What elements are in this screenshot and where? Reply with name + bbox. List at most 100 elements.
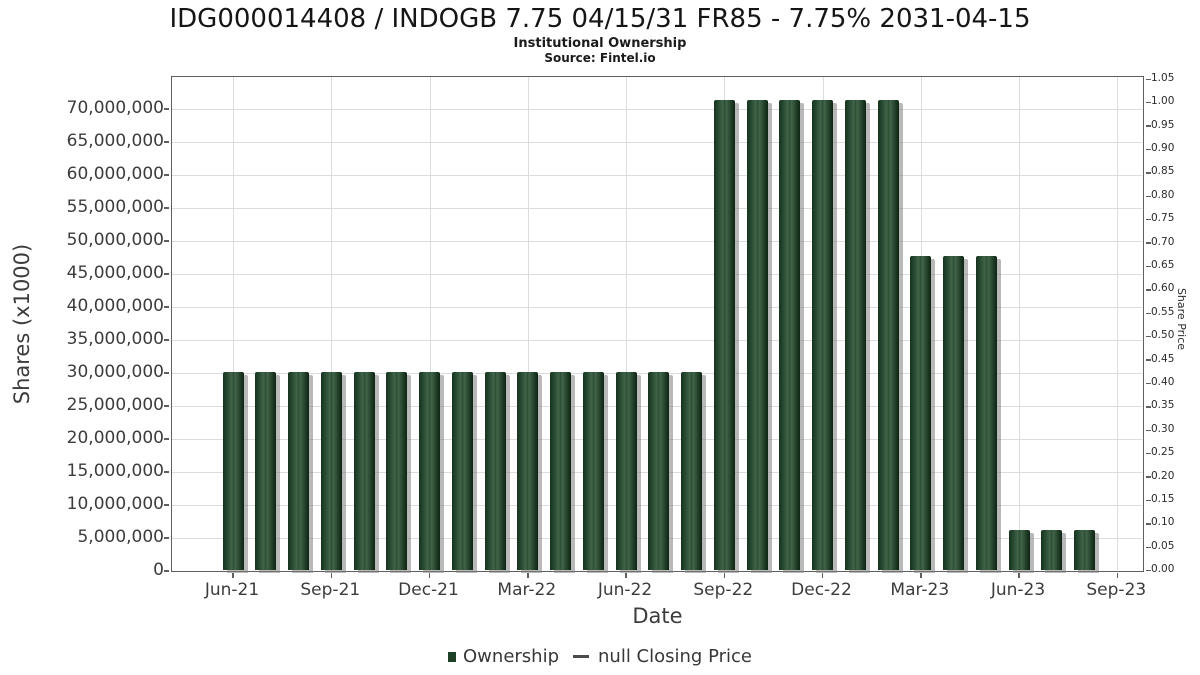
ownership-bar	[451, 372, 473, 570]
y-right-tick-label: 0.05	[1151, 539, 1175, 552]
ownership-bar	[877, 100, 899, 570]
y-left-tick	[164, 207, 169, 209]
y-right-tick	[1146, 406, 1151, 408]
h-gridline	[172, 340, 1142, 341]
y-right-tick-label: 0.75	[1151, 212, 1175, 225]
ownership-legend-label: Ownership	[463, 646, 560, 667]
x-tick-label: Mar-23	[890, 580, 950, 600]
ownership-bar	[582, 372, 604, 570]
ownership-bar	[910, 255, 932, 570]
v-gridline	[1117, 77, 1119, 570]
x-tick	[821, 572, 824, 578]
y-left-tick	[164, 141, 169, 143]
y-left-tick	[164, 306, 169, 308]
y-right-tick-label: 0.80	[1151, 188, 1175, 201]
ownership-legend-swatch-icon	[448, 651, 457, 662]
ownership-bar	[812, 100, 833, 570]
ownership-bar	[288, 372, 309, 570]
y-right-tick-label: 0.25	[1151, 446, 1175, 459]
y-left-tick	[164, 570, 169, 572]
y-right-tick	[1146, 499, 1151, 502]
y-right-tick	[1146, 195, 1151, 197]
x-tick-label: Sep-23	[1086, 580, 1147, 600]
y-right-tick-label: 0.50	[1151, 329, 1175, 342]
y-left-tick	[164, 240, 169, 242]
y-right-tick	[1146, 382, 1151, 385]
x-tick-label: Mar-22	[497, 580, 557, 600]
h-gridline	[172, 208, 1142, 209]
v-gridline	[1019, 77, 1020, 570]
ownership-bar	[943, 255, 964, 570]
y-left-tick-label: 65,000,000	[66, 131, 164, 151]
ownership-bar	[550, 372, 571, 570]
x-tick-label: Sep-22	[693, 580, 754, 600]
y-left-tick-label: 55,000,000	[66, 197, 164, 217]
y-right-tick-label: 0.10	[1151, 516, 1175, 529]
y-left-tick-label: 45,000,000	[66, 263, 164, 283]
x-tick	[920, 572, 922, 578]
y-left-tick	[164, 273, 169, 275]
y-left-tick-label: 50,000,000	[66, 230, 164, 250]
chart-title: IDG000014408 / INDOGB 7.75 04/15/31 FR85…	[169, 4, 1031, 34]
y-right-tick-label: 0.20	[1151, 469, 1175, 482]
h-gridline	[172, 142, 1142, 143]
y-right-tick	[1146, 452, 1151, 455]
y-right-tick-label: 0.60	[1151, 282, 1175, 295]
y-left-tick-label: 10,000,000	[66, 494, 164, 514]
x-tick	[330, 572, 332, 578]
y-right-tick-label: 0.35	[1151, 399, 1175, 412]
y-left-tick-label: 35,000,000	[66, 329, 164, 349]
y-right-tick-label: 0.45	[1151, 352, 1175, 365]
y-left-tick-label: 40,000,000	[66, 296, 164, 316]
ownership-bar	[1008, 529, 1030, 570]
y-left-tick-label: 20,000,000	[66, 428, 164, 448]
ownership-bar	[615, 372, 637, 570]
ownership-bar	[648, 372, 670, 570]
y-left-tick	[164, 471, 169, 473]
y-right-tick-label: 0.30	[1151, 422, 1175, 435]
x-tick-label: Jun-23	[990, 580, 1046, 600]
ownership-bar	[713, 100, 735, 570]
ownership-bar	[353, 372, 375, 570]
ownership-bar	[386, 372, 408, 570]
y-left-tick	[164, 339, 169, 341]
v-gridline	[233, 77, 234, 570]
x-tick-label: Jun-22	[597, 580, 653, 600]
y-left-tick-label: 5,000,000	[77, 527, 164, 547]
x-tick	[625, 572, 627, 578]
ownership-bar	[1074, 529, 1095, 570]
ownership-bar	[222, 372, 244, 570]
y-right-tick	[1146, 289, 1151, 291]
h-gridline	[172, 175, 1142, 176]
h-gridline	[172, 109, 1142, 110]
plot-area	[164, 76, 1151, 578]
y-right-tick	[1146, 78, 1151, 80]
x-tick	[527, 572, 529, 578]
legend: Ownership null Closing Price	[0, 646, 1200, 667]
x-tick-label: Dec-21	[398, 580, 459, 600]
ownership-bar	[484, 372, 506, 570]
y-left-tick-label: 15,000,000	[66, 461, 164, 481]
x-tick	[232, 572, 234, 578]
y-right-tick-label: 1.05	[1151, 71, 1175, 84]
ownership-bar	[779, 100, 801, 570]
x-tick-label: Sep-21	[300, 580, 361, 600]
y-left-tick	[164, 405, 169, 407]
y-right-tick-label: 0.55	[1151, 305, 1175, 318]
y-right-tick-label: 0.70	[1151, 235, 1175, 248]
y-right-tick	[1146, 218, 1151, 221]
chart-subtitle: Institutional Ownership	[513, 36, 687, 51]
y-right-tick	[1146, 148, 1151, 151]
x-axis-label-date: Date	[632, 604, 683, 628]
ownership-bar	[1041, 529, 1063, 570]
y-axis-label-shares: Shares (x1000)	[10, 243, 34, 405]
closing-price-legend-line-icon	[573, 655, 590, 658]
y-right-tick	[1146, 476, 1151, 478]
y-right-tick-label: 0.15	[1151, 493, 1175, 505]
y-left-tick	[164, 372, 169, 374]
y-right-tick	[1146, 523, 1151, 525]
v-gridline	[429, 77, 431, 570]
ownership-bar	[975, 255, 997, 570]
y-right-tick	[1146, 125, 1151, 127]
